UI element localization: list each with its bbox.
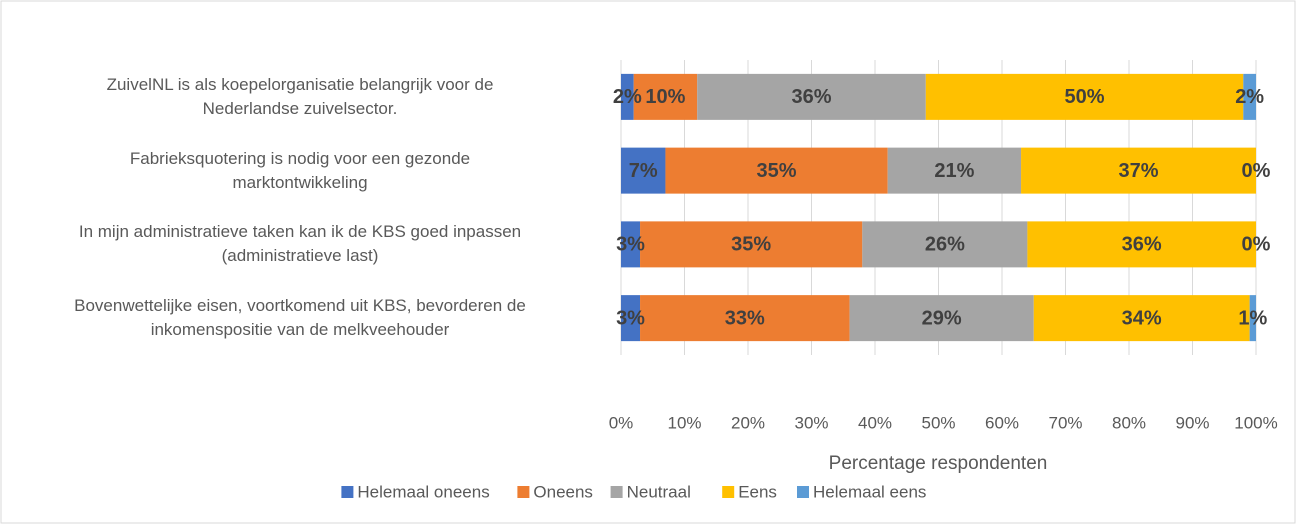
y-tick-label: Bovenwettelijke eisen, voortkomend uit K…	[74, 296, 526, 340]
data-label: 21%	[934, 160, 974, 182]
legend-swatch	[610, 486, 623, 498]
y-tick-label: Fabrieksquotering is nodig voor een gezo…	[129, 148, 471, 192]
data-label: 29%	[922, 307, 962, 329]
data-label: 33%	[725, 307, 765, 329]
x-tick-label: 30%	[794, 413, 828, 432]
x-axis-title: Percentage respondenten	[829, 453, 1048, 474]
legend-label: Neutraal	[627, 482, 691, 501]
bar-segment	[640, 295, 850, 342]
bar-segment	[697, 73, 926, 120]
legend-label: Oneens	[533, 482, 593, 501]
legend-swatch	[517, 486, 530, 498]
bar-segment	[621, 73, 634, 120]
data-label: 0%	[1242, 234, 1271, 256]
legend-swatch	[341, 486, 354, 498]
data-label: 3%	[616, 307, 645, 329]
bar-segment	[665, 147, 888, 194]
x-tick-label: 90%	[1175, 413, 1209, 432]
bar-segment	[1243, 73, 1256, 120]
data-label: 0%	[1242, 160, 1271, 182]
x-tick-label: 0%	[609, 413, 634, 432]
data-label: 3%	[616, 234, 645, 256]
bar-segment	[1033, 295, 1250, 342]
data-label: 1%	[1238, 307, 1267, 329]
bar-segment	[1021, 147, 1256, 194]
bar-segment	[887, 147, 1022, 194]
x-tick-label: 20%	[731, 413, 765, 432]
data-label: 50%	[1065, 86, 1105, 108]
data-label: 26%	[925, 234, 965, 256]
data-label: 2%	[613, 86, 642, 108]
data-label: 2%	[1235, 86, 1264, 108]
x-tick-label: 50%	[921, 413, 955, 432]
bar-segment	[1027, 221, 1256, 268]
x-tick-label: 70%	[1048, 413, 1082, 432]
bar-segment	[1249, 295, 1256, 342]
bar-segment	[633, 73, 698, 120]
data-label: 34%	[1122, 307, 1162, 329]
data-label: 37%	[1119, 160, 1159, 182]
bar-segment	[862, 221, 1028, 268]
legend-label: Helemaal oneens	[357, 482, 489, 501]
x-tick-label: 10%	[667, 413, 701, 432]
legend-label: Eens	[738, 482, 777, 501]
bar-segment	[925, 73, 1244, 120]
legend-swatch	[797, 486, 809, 498]
data-label: 35%	[757, 160, 797, 182]
x-tick-label: 60%	[985, 413, 1019, 432]
data-label: 10%	[645, 86, 685, 108]
y-tick-label: In mijn administratieve taken kan ik de …	[78, 222, 522, 266]
bar-segment	[621, 147, 666, 194]
bar-segment	[640, 221, 863, 268]
x-tick-label: 80%	[1112, 413, 1146, 432]
x-tick-label: 40%	[858, 413, 892, 432]
y-tick-label: ZuivelNL is als koepelorganisatie belang…	[106, 74, 494, 118]
x-tick-label: 100%	[1234, 413, 1277, 432]
bar-segment	[621, 221, 641, 268]
data-label: 36%	[791, 86, 831, 108]
legend-swatch	[722, 486, 735, 498]
data-label: 7%	[629, 160, 658, 182]
bar-segment	[621, 295, 641, 342]
data-label: 35%	[731, 234, 771, 256]
bar-segment	[849, 295, 1034, 342]
data-label: 36%	[1122, 234, 1162, 256]
legend-label: Helemaal eens	[813, 482, 926, 501]
